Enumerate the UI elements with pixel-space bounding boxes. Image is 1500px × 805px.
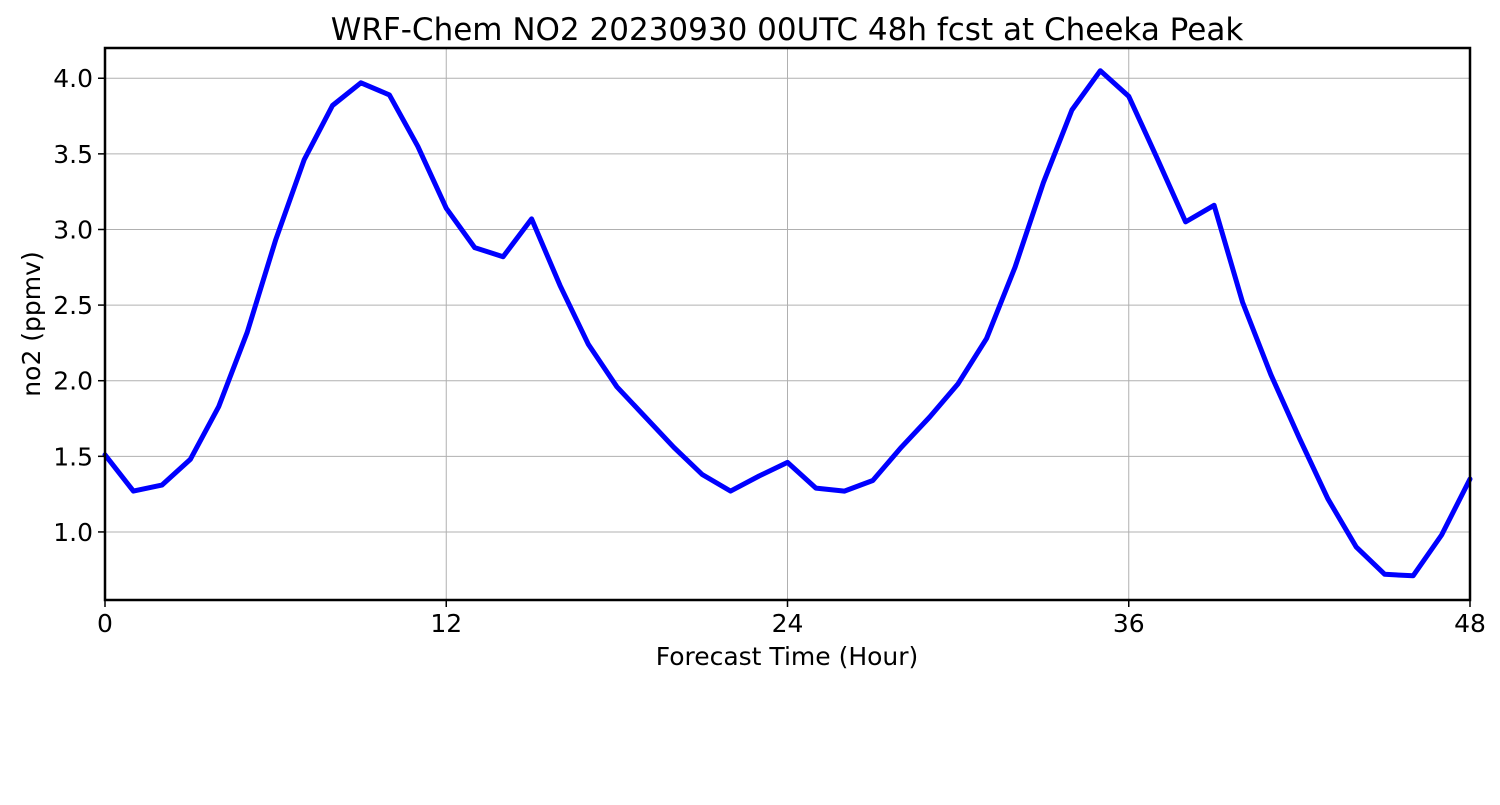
y-tick-label: 2.0: [53, 367, 93, 396]
chart-title: WRF-Chem NO2 20230930 00UTC 48h fcst at …: [331, 12, 1244, 48]
y-tick-label: 1.0: [53, 518, 93, 547]
y-tick-label: 3.5: [53, 140, 93, 169]
x-tick-label: 0: [97, 609, 113, 638]
x-axis: 0 12 24 36 48: [97, 600, 1486, 638]
y-tick-label: 1.5: [53, 442, 93, 471]
grid-lines: [104, 48, 1471, 600]
x-tick-label: 12: [430, 609, 462, 638]
y-tick-label: 3.0: [53, 215, 93, 244]
x-tick-label: 24: [772, 609, 804, 638]
y-tick-label: 2.5: [53, 291, 93, 320]
x-axis-label: Forecast Time (Hour): [656, 642, 919, 671]
x-tick-label: 48: [1454, 609, 1486, 638]
y-tick-label: 4.0: [53, 64, 93, 93]
x-tick-label: 36: [1113, 609, 1145, 638]
y-axis: 1.0 1.5 2.0 2.5 3.0 3.5 4.0: [53, 64, 105, 547]
y-axis-label: no2 (ppmv): [17, 251, 46, 396]
no2-series-line: [102, 68, 1473, 579]
